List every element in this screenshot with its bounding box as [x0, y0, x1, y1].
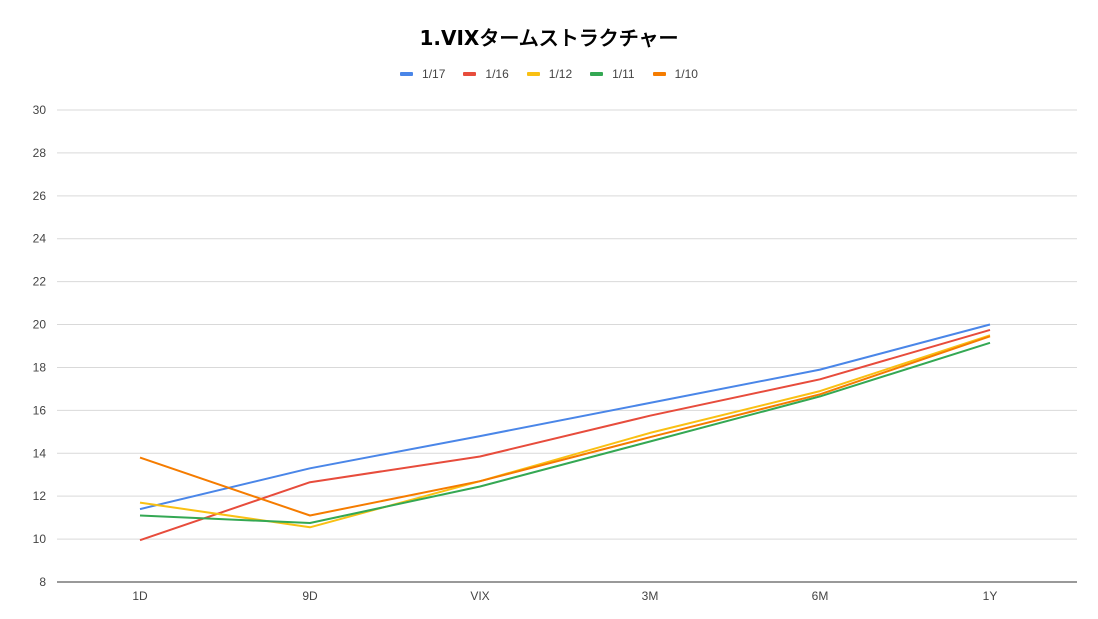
- x-tick-label: VIX: [470, 589, 489, 603]
- y-axis-ticks: 8 10 12 14 16 18 20 22 24 26 28 30: [33, 103, 47, 589]
- legend-swatch: [463, 72, 477, 76]
- series-line-1-12[interactable]: [139, 334, 991, 529]
- x-tick-label: 9D: [302, 589, 318, 603]
- legend-label: 1/10: [674, 67, 698, 81]
- y-tick-label: 22: [33, 275, 47, 289]
- series-line-1-16[interactable]: [139, 328, 991, 542]
- y-tick-label: 8: [39, 575, 46, 589]
- y-tick-label: 26: [33, 189, 47, 203]
- y-tick-label: 24: [33, 232, 47, 246]
- series-line-1-10[interactable]: [139, 335, 991, 517]
- legend-label: 1/17: [422, 67, 446, 81]
- legend-item[interactable]: 1/11: [590, 67, 635, 81]
- legend-label: 1/11: [612, 67, 635, 81]
- series-lines: [139, 323, 991, 542]
- legend-item[interactable]: 1/12: [526, 67, 573, 81]
- legend-swatch: [400, 72, 414, 76]
- legend-item[interactable]: 1/16: [463, 67, 509, 81]
- y-tick-label: 12: [33, 489, 47, 503]
- legend-label: 1/16: [485, 67, 509, 81]
- legend-swatch: [652, 72, 666, 76]
- series-line-1-17[interactable]: [139, 323, 991, 511]
- x-tick-label: 1Y: [983, 589, 998, 603]
- y-tick-label: 28: [33, 146, 47, 160]
- legend: 1/17 1/16 1/12 1/11 1/10: [0, 67, 1098, 81]
- legend-swatch: [526, 72, 540, 76]
- y-tick-label: 16: [33, 403, 47, 417]
- x-axis-ticks: 1D 9D VIX 3M 6M 1Y: [132, 589, 997, 603]
- legend-swatch: [590, 72, 604, 76]
- gridlines: [57, 109, 1077, 583]
- series-line-1-11[interactable]: [139, 341, 991, 524]
- x-tick-label: 1D: [132, 589, 148, 603]
- x-tick-label: 6M: [812, 589, 829, 603]
- legend-item[interactable]: 1/17: [400, 67, 445, 81]
- legend-item[interactable]: 1/10: [652, 67, 698, 81]
- y-tick-label: 30: [33, 103, 47, 117]
- y-tick-label: 20: [33, 318, 47, 332]
- legend-label: 1/12: [548, 67, 573, 81]
- y-tick-label: 14: [33, 446, 47, 460]
- chart-title: 1.VIXタームストラクチャー: [419, 26, 679, 50]
- x-tick-label: 3M: [642, 589, 659, 603]
- y-tick-label: 10: [33, 532, 47, 546]
- y-tick-label: 18: [33, 360, 47, 374]
